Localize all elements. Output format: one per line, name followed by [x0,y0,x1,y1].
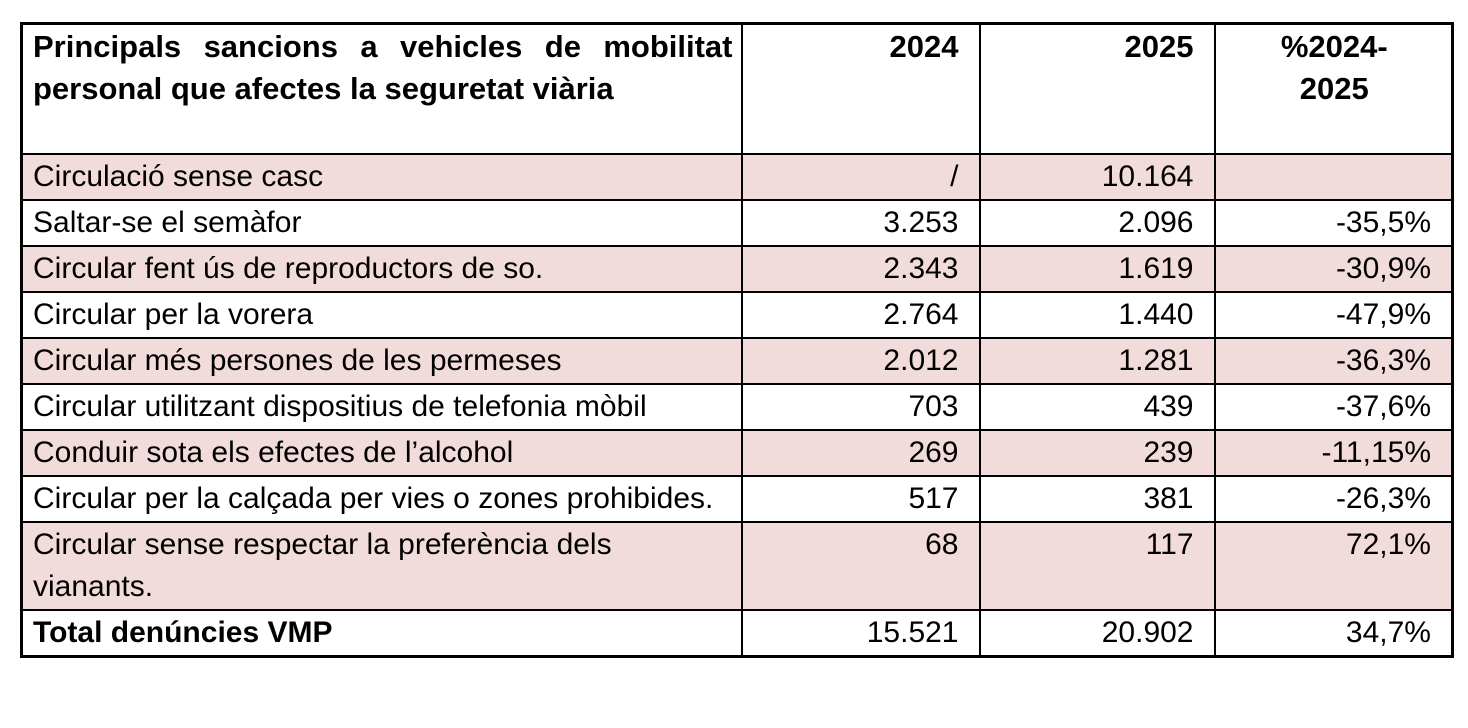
table-row: Circular sense respectar la preferència … [20,521,1454,611]
row-2025-value: 1.440 [978,291,1216,339]
row-pct-value: -11,15% [1213,429,1454,477]
table-row: Circular més persones de les permeses 2.… [20,337,1454,385]
row-pct-value: -26,3% [1213,475,1454,523]
table-row: Circular per la calçada per vies o zones… [20,475,1454,523]
row-2024-value: 2.343 [740,245,981,293]
table-row: Conduir sota els efectes de l’alcohol 26… [20,429,1454,477]
row-label: Circular utilitzant dispositius de telef… [20,383,743,431]
row-label: Circulació sense casc [20,153,743,201]
row-label: Total denúncies VMP [20,609,743,658]
row-2024-value: 269 [740,429,981,477]
table-row: Circular fent ús de reproductors de so. … [20,245,1454,293]
row-2024-value: 2.012 [740,337,981,385]
table-row: Circulació sense casc / 10.164 [20,153,1454,201]
row-2025-value: 20.902 [978,609,1216,658]
row-2025-value: 239 [978,429,1216,477]
table-row: Circular utilitzant dispositius de telef… [20,383,1454,431]
row-2024-value: 517 [740,475,981,523]
row-label: Saltar-se el semàfor [20,199,743,247]
row-label: Conduir sota els efectes de l’alcohol [20,429,743,477]
row-2025-value: 2.096 [978,199,1216,247]
table-row: Saltar-se el semàfor 3.253 2.096 -35,5% [20,199,1454,247]
row-label: Circular fent ús de reproductors de so. [20,245,743,293]
row-pct-value: -37,6% [1213,383,1454,431]
row-label: Circular sense respectar la preferència … [20,521,743,611]
column-header-2024: 2024 [740,22,981,155]
row-label: Circular per la vorera [20,291,743,339]
row-2024-value: 15.521 [740,609,981,658]
row-pct-value: -36,3% [1213,337,1454,385]
table-row: Total denúncies VMP 15.521 20.902 34,7% [20,609,1454,658]
row-2025-value: 439 [978,383,1216,431]
table-row: Circular per la vorera 2.764 1.440 -47,9… [20,291,1454,339]
row-2024-value: 68 [740,521,981,611]
table-title: Principals sancions a vehicles de mobili… [20,22,743,155]
row-2024-value: 3.253 [740,199,981,247]
row-pct-value: -47,9% [1213,291,1454,339]
row-pct-value: 34,7% [1213,609,1454,658]
row-pct-value: 72,1% [1213,521,1454,611]
row-2025-value: 381 [978,475,1216,523]
row-2025-value: 1.619 [978,245,1216,293]
table-header-row: Principals sancions a vehicles de mobili… [20,22,1454,155]
row-label: Circular més persones de les permeses [20,337,743,385]
column-header-pct-label: %2024-2025 [1280,29,1388,106]
vmp-sanctions-table: Principals sancions a vehicles de mobili… [20,22,1454,658]
row-2024-value: 703 [740,383,981,431]
row-pct-value: -30,9% [1213,245,1454,293]
column-header-2025: 2025 [978,22,1216,155]
row-2025-value: 10.164 [978,153,1216,201]
row-2025-value: 117 [978,521,1216,611]
row-pct-value [1213,153,1454,201]
row-2024-value: 2.764 [740,291,981,339]
row-2024-value: / [740,153,981,201]
column-header-pct-2024-2025: %2024-2025 [1213,22,1454,155]
row-pct-value: -35,5% [1213,199,1454,247]
row-label: Circular per la calçada per vies o zones… [20,475,743,523]
row-2025-value: 1.281 [978,337,1216,385]
